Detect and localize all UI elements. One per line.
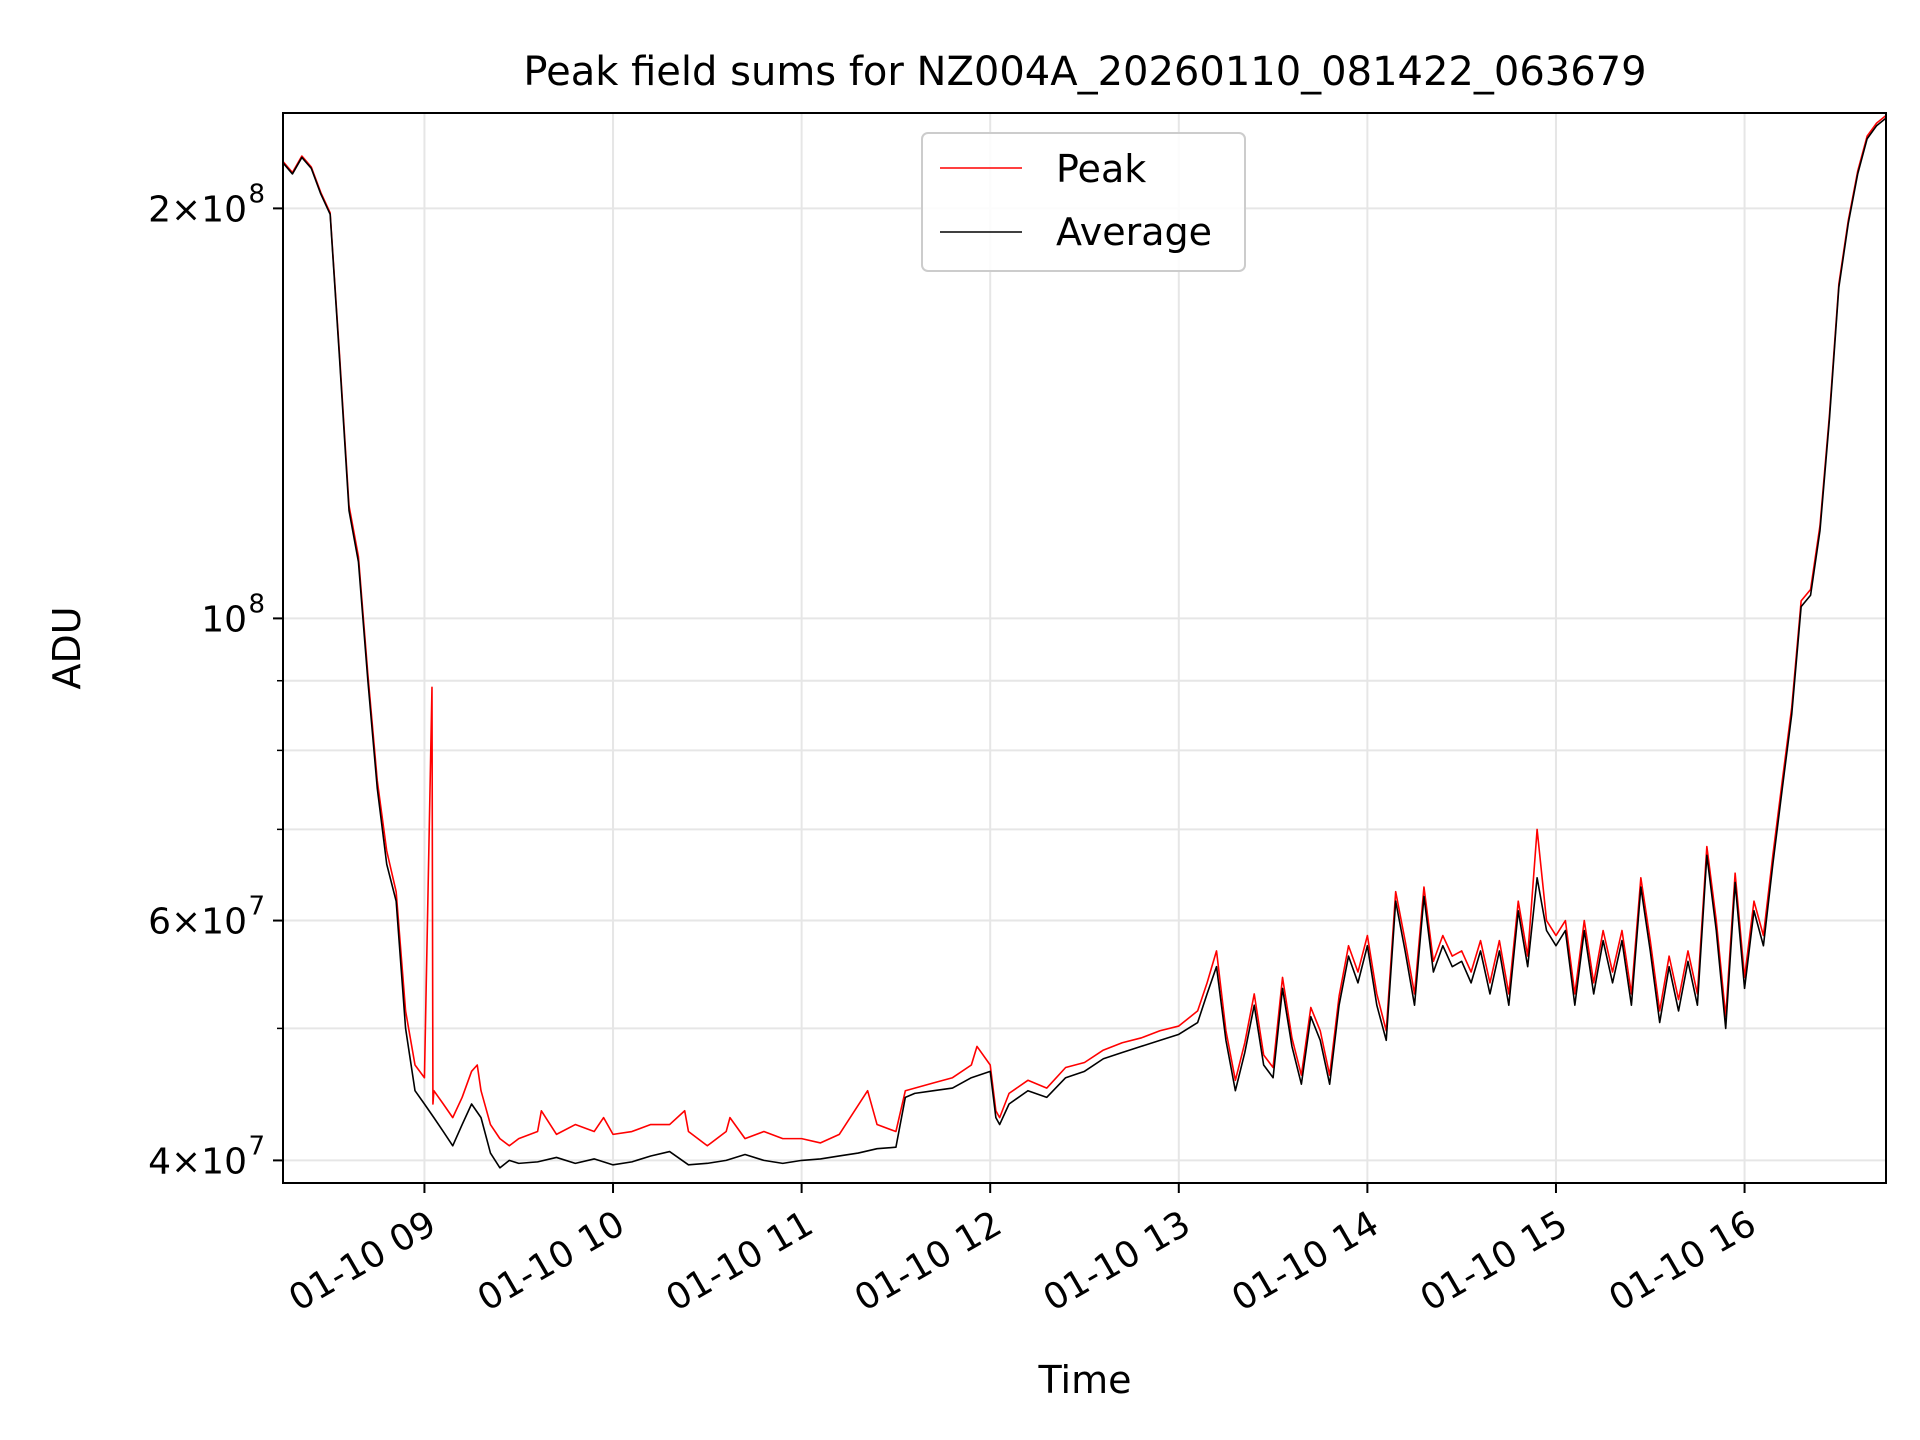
y-tick-exponent: 8 [248, 589, 265, 619]
series-line-average [283, 117, 1886, 1169]
y-tick-exponent: 8 [248, 179, 265, 209]
series-layer [283, 114, 1886, 1169]
x-axis-label: Time [1038, 1358, 1132, 1402]
legend-label-peak: Peak [1056, 147, 1146, 191]
legend-label-average: Average [1056, 210, 1212, 254]
legend: Peak Average [921, 132, 1246, 272]
y-tick-label: 82×10 [148, 179, 265, 230]
plot-frame [282, 112, 1887, 1184]
y-tick-exponent: 7 [248, 892, 265, 922]
y-tick-base: 6×10 [148, 902, 247, 943]
y-tick-label: 74×10 [148, 1131, 265, 1182]
y-tick-label: 810 [201, 589, 265, 640]
y-tick-label: 76×10 [148, 892, 265, 943]
y-tick-exponent: 7 [248, 1131, 265, 1161]
y-tick-base: 10 [201, 599, 247, 640]
y-tick-base: 4×10 [148, 1141, 247, 1182]
series-line-peak [283, 114, 1886, 1147]
grid [283, 113, 1886, 1183]
chart-title: Peak field sums for NZ004A_20260110_0814… [523, 49, 1646, 95]
y-tick-base: 2×10 [148, 189, 247, 230]
y-axis-label: ADU [45, 606, 89, 689]
